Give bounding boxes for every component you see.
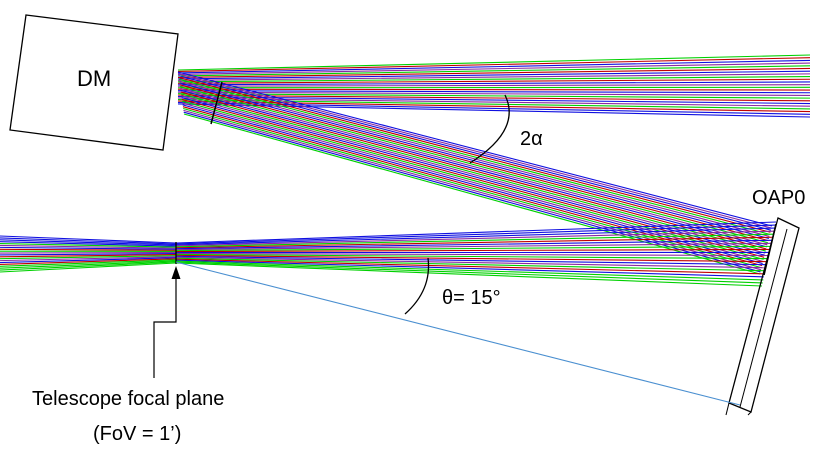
- dm-oap-ray: [178, 76, 771, 233]
- dm-oap-ray: [183, 107, 762, 269]
- focal-oap-ray: [175, 255, 767, 266]
- input-ray: [0, 255, 177, 260]
- dm-oap-ray: [179, 86, 768, 244]
- dm-oap-ray: [179, 84, 769, 242]
- dm-oap-ray: [178, 78, 771, 235]
- collimated-ray: [177, 57, 811, 73]
- input-ray: [0, 251, 177, 254]
- collimated-ray: [177, 96, 811, 105]
- input-ray: [0, 258, 177, 265]
- dm-oap-ray: [183, 109, 762, 271]
- dm-pupil-marker: [210, 81, 223, 125]
- collimated-ray: [177, 67, 811, 78]
- focal-oap-ray: [175, 258, 765, 275]
- dm-box: [9, 14, 179, 151]
- collimated-ray: [177, 54, 811, 71]
- input-ray: [0, 244, 177, 249]
- collimated-ray: [177, 70, 811, 80]
- focal-oap-ray: [175, 245, 771, 252]
- focal-to-oap-rays: [175, 221, 777, 287]
- input-ray: [0, 235, 177, 244]
- focal-oap-ray: [175, 256, 767, 269]
- theta-angle-arc: [404, 257, 430, 315]
- dm-oap-ray: [180, 93, 766, 252]
- focal-plane-pointer-line: [153, 278, 177, 378]
- collimated-ray: [177, 62, 811, 75]
- dm-label: DM: [77, 66, 112, 91]
- focal-plane-arrowhead: [171, 266, 181, 279]
- dm-oap-ray: [177, 71, 773, 227]
- focal-plane-label: Telescope focal plane: [32, 388, 225, 410]
- collimated-ray: [177, 88, 811, 91]
- input-ray: [0, 259, 177, 267]
- two-alpha-angle-arc: [469, 94, 510, 164]
- focal-oap-ray: [175, 230, 775, 247]
- dm-oap-ray: [180, 91, 767, 250]
- dm-oap-ray: [182, 102, 764, 263]
- collimated-ray: [177, 94, 811, 102]
- input-ray: [0, 256, 177, 262]
- two-alpha-label: 2α: [520, 128, 543, 150]
- focal-oap-ray: [175, 227, 775, 246]
- collimated-ray: [177, 90, 811, 94]
- collimated-ray: [177, 73, 811, 81]
- input-ray: [0, 254, 177, 258]
- oap0-tail-left: [725, 402, 730, 416]
- collimated-beam-rays: [177, 54, 811, 118]
- focal-oap-ray: [175, 260, 764, 281]
- focal-oap-ray: [175, 242, 772, 251]
- input-telescope-rays: [0, 235, 177, 273]
- focal-oap-ray: [175, 233, 774, 248]
- focal-oap-ray: [175, 252, 769, 257]
- input-ray: [0, 246, 177, 250]
- input-ray: [0, 248, 177, 251]
- dm-oap-ray: [180, 87, 768, 246]
- input-ray: [0, 239, 177, 246]
- focal-oap-ray: [175, 236, 773, 249]
- focal-oap-ray: [175, 254, 768, 263]
- focal-oap-ray: [175, 257, 766, 272]
- oap0-label: OAP0: [752, 187, 806, 209]
- input-ray: [0, 237, 177, 245]
- focal-oap-ray: [175, 262, 763, 287]
- dm-oap-ray: [181, 95, 766, 254]
- collimated-ray: [177, 65, 811, 77]
- focal-oap-ray: [175, 259, 765, 278]
- collimated-ray: [177, 76, 811, 83]
- input-ray: [0, 262, 177, 273]
- oap0-inner-line: [739, 228, 788, 408]
- focal-oap-ray: [175, 239, 773, 250]
- input-ray: [0, 260, 177, 269]
- input-ray: [0, 261, 177, 271]
- dm-oap-ray: [181, 97, 765, 256]
- collimated-ray: [177, 78, 811, 84]
- dm-oap-ray: [179, 80, 770, 237]
- input-ray: [0, 252, 177, 256]
- collimated-ray: [177, 93, 811, 99]
- theta-label: θ= 15°: [442, 287, 501, 309]
- focal-oap-ray: [175, 253, 769, 260]
- focal-oap-ray: [175, 261, 763, 284]
- focal-oap-ray: [175, 221, 777, 244]
- focal-oap-ray: [175, 248, 771, 253]
- collimated-ray: [177, 59, 811, 74]
- input-ray: [0, 241, 177, 247]
- focal-oap-ray: [175, 224, 776, 245]
- collimated-ray: [177, 91, 811, 96]
- optical-axis-line: [175, 261, 741, 406]
- dm-oap-ray: [178, 73, 772, 229]
- dm-oap-ray: [183, 111, 761, 273]
- fov-label: (FoV = 1’): [93, 423, 182, 445]
- collimated-ray: [177, 81, 811, 86]
- input-ray: [0, 257, 177, 264]
- dm-oap-ray: [178, 75, 772, 231]
- input-ray: [0, 243, 177, 248]
- oap0-tail-right: [747, 411, 752, 416]
- collimated-ray: [177, 84, 811, 87]
- dm-oap-ray: [182, 104, 763, 265]
- oap0-surface-marker: [763, 223, 777, 276]
- dm-oap-ray: [182, 100, 764, 260]
- dm-oap-ray: [180, 89, 767, 248]
